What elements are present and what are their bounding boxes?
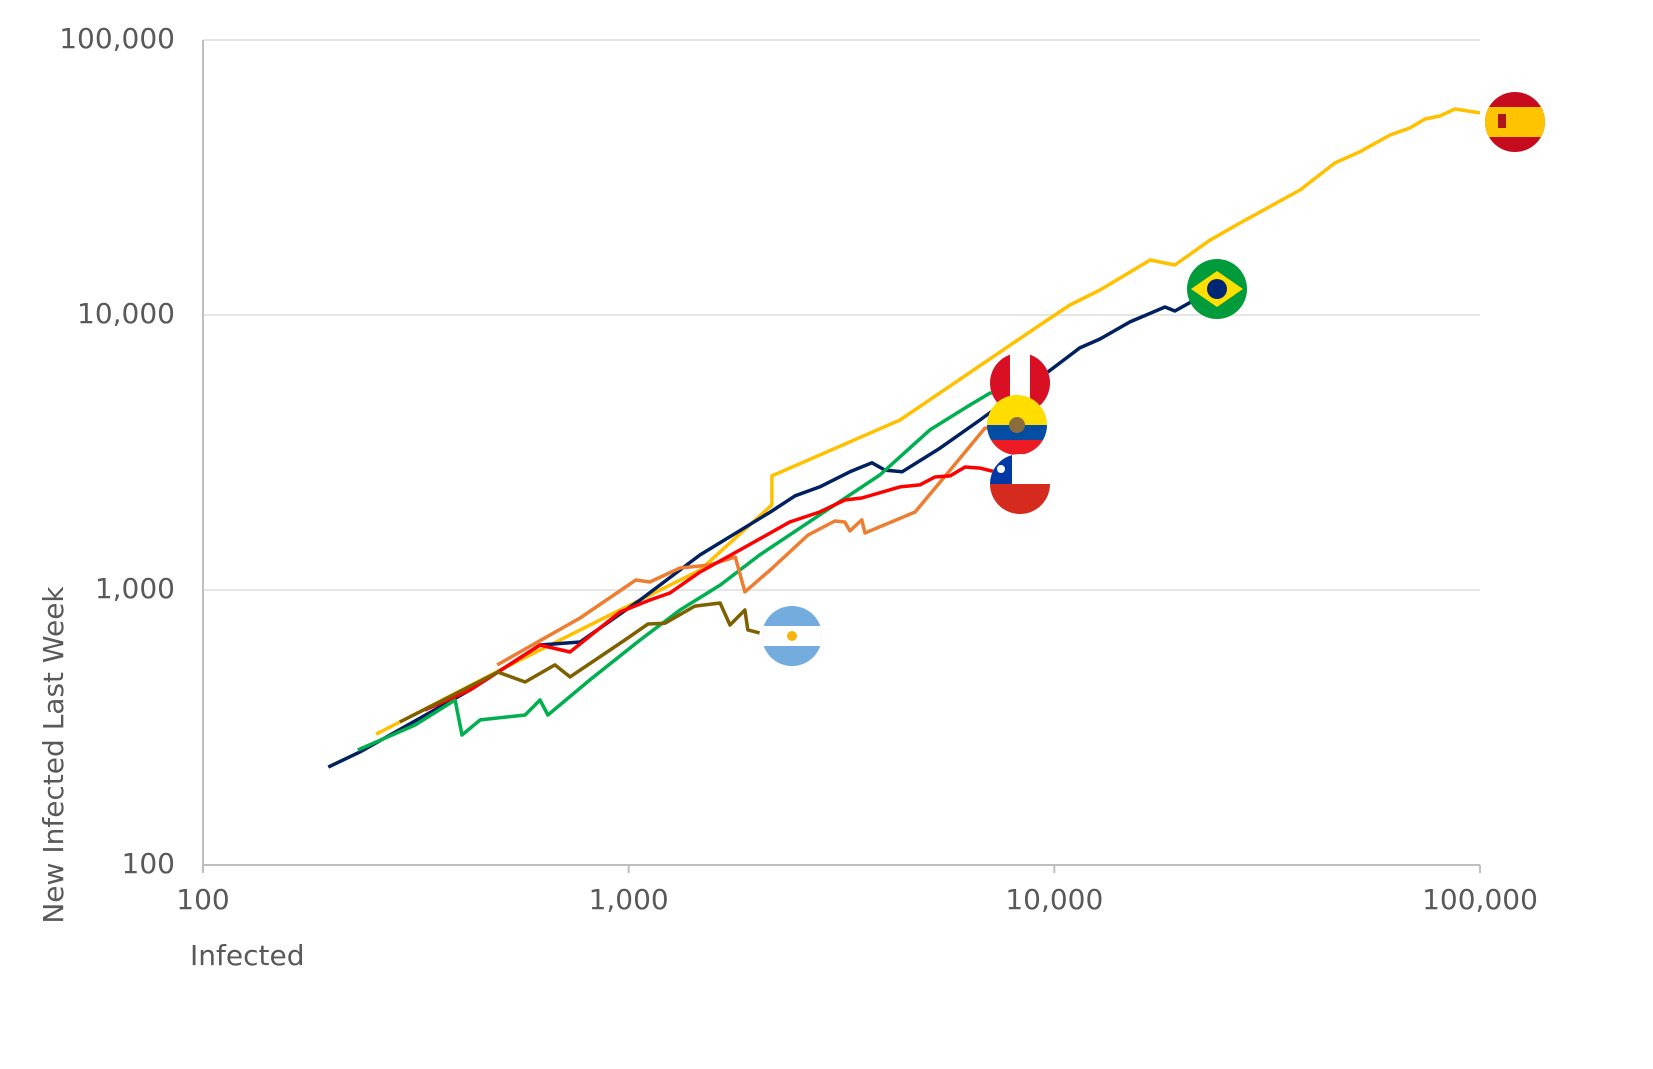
y-tick-label: 10,000 (77, 297, 175, 330)
series-line (357, 390, 1001, 752)
x-axis-label: Infected (190, 939, 304, 972)
flag-spain (1485, 92, 1545, 152)
flag-chile (990, 454, 1050, 514)
series-line (399, 601, 761, 724)
x-tick-label: 10,000 (1005, 883, 1103, 916)
y-tick-label: 100 (122, 847, 175, 880)
plot-base: 100 1,000 10,000 100,000 100 1,000 10,000 100,0… (59, 22, 1538, 916)
y-axis-label: New Infected Last Week (37, 586, 70, 924)
x-tick-label: 1,000 (589, 883, 669, 916)
flags (762, 92, 1545, 666)
y-tick-label: 1,000 (95, 572, 175, 605)
x-tick-label: 100,000 (1422, 883, 1538, 916)
flag-argentina (762, 606, 822, 666)
series-line (496, 426, 992, 667)
y-tick-label: 100,000 (59, 22, 175, 55)
flag-brazil (1187, 259, 1247, 319)
series-line (424, 465, 996, 712)
x-tick-label: 100 (176, 883, 229, 916)
flag-ecuador (987, 395, 1047, 455)
series-layer (327, 107, 1481, 769)
